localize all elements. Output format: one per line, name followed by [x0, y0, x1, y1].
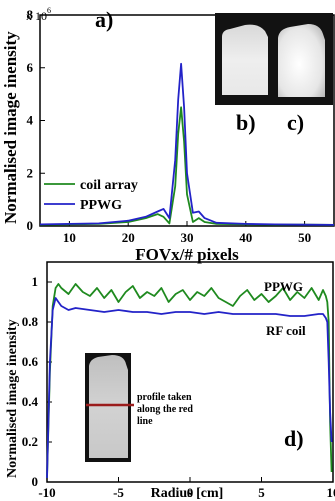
panel-a-label: a)	[95, 7, 113, 32]
inset-note-line-1: profile taken	[137, 392, 192, 403]
y-tick-label: 1	[32, 274, 39, 289]
inset-note-line-3: line	[137, 416, 153, 427]
x-tick-label: 40	[239, 230, 252, 245]
y-tick-label: 0	[32, 474, 39, 489]
x-tick-label: -5	[113, 485, 124, 500]
series-line-rf-coil	[46, 297, 333, 479]
panel-d-series	[46, 283, 333, 479]
phantom-image-c	[278, 24, 325, 97]
inset-label-c: c)	[287, 110, 304, 135]
y-tick-label: 0	[27, 218, 34, 233]
y-tick-label: 4	[27, 113, 34, 128]
inset-note-line-2: along the red	[137, 404, 193, 415]
panel-a-y-axis-title: Normalised image inensity	[1, 31, 20, 224]
inset-label-b: b)	[236, 110, 256, 135]
y-tick-label: 0.6	[22, 354, 39, 369]
panel-a-y-multiplier: x 10	[26, 9, 47, 23]
y-tick-label: 0.4	[22, 394, 39, 409]
x-tick-label: 5	[258, 485, 265, 500]
x-tick-label: 10	[327, 485, 335, 500]
x-tick-label: -10	[38, 485, 55, 500]
series-label-rf-coil: RF coil	[266, 323, 306, 338]
panel-a-y-multiplier-exp: 6	[47, 6, 51, 15]
panel-a-chart: 10 20 30 40 50 0 2 4 6 8 x 10 6 a) coil array PPW…	[1, 6, 335, 264]
series-line-ppwg	[46, 283, 333, 479]
y-tick-label: 0.8	[22, 314, 39, 329]
panel-a-axes: 10 20 30 40 50 0 2 4 6 8	[27, 7, 312, 245]
y-tick-label: 6	[27, 60, 34, 75]
panel-a-series	[39, 62, 335, 226]
panel-d-label: d)	[284, 426, 304, 451]
series-label-ppwg: PPWG	[264, 279, 303, 294]
panel-d-y-axis-title: Normalised image inensity	[5, 319, 20, 478]
phantom-image-d	[89, 355, 128, 458]
x-tick-label: 50	[298, 230, 311, 245]
legend-label-coil-array: coil array	[80, 178, 138, 193]
panel-d-axes: -10 -5 0 5 10 0 0.2 0.4 0.6 0.8 1	[22, 274, 335, 500]
panel-d-x-axis-title: Radius [cm]	[151, 486, 224, 501]
legend-label-ppwg: PPWG	[80, 198, 122, 213]
panel-a-x-axis-title: FOVx/# pixels	[135, 245, 239, 264]
x-tick-label: 0	[187, 485, 194, 500]
series-line-ppwg	[39, 62, 335, 226]
panel-d-inset: profile taken along the red line	[85, 353, 193, 462]
x-tick-label: 10	[63, 230, 76, 245]
phantom-image-b	[222, 24, 268, 96]
panel-a-inset: b) c)	[215, 13, 333, 135]
y-tick-label: 8	[27, 7, 34, 22]
x-tick-label: 30	[181, 230, 194, 245]
x-tick-label: 20	[122, 230, 135, 245]
panel-a-legend: coil array PPWG	[44, 178, 138, 213]
y-tick-label: 0.2	[22, 434, 38, 449]
panel-d-chart: -10-5051000.20.40.60.81 PPWG RF coil d) …	[5, 261, 335, 501]
y-tick-label: 2	[27, 165, 34, 180]
